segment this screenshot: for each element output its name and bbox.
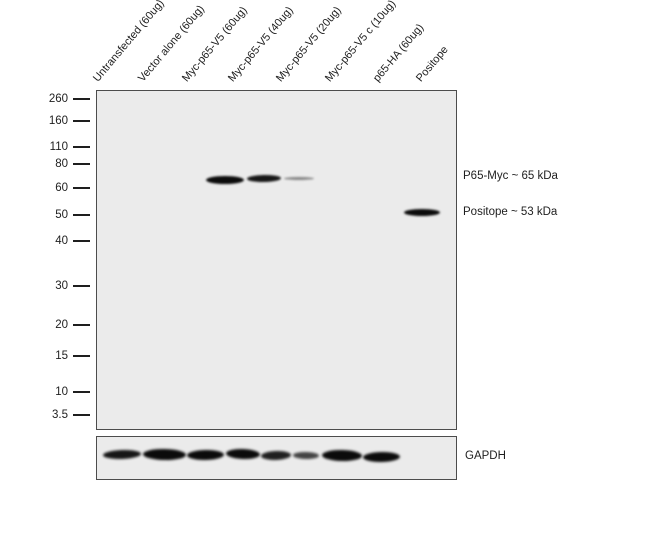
protein-band	[246, 174, 282, 183]
mw-marker-label-110: 110	[49, 141, 68, 153]
positope-band-annotation: Positope ~ 53 kDa	[463, 206, 558, 218]
mw-marker-tick-40	[73, 240, 90, 242]
mw-marker-label-60: 60	[55, 182, 68, 194]
mw-marker-tick-30	[73, 285, 90, 287]
mw-marker-tick-80	[73, 163, 90, 165]
mw-marker-tick-3.5	[73, 414, 90, 416]
gapdh-band	[260, 450, 292, 461]
mw-marker-label-10: 10	[55, 386, 68, 398]
mw-marker-label-50: 50	[55, 209, 68, 221]
lane-label-8: Positope	[414, 43, 451, 85]
gapdh-band	[292, 451, 320, 460]
gapdh-band	[186, 449, 225, 461]
lane-label-1: Untransfected (60ug)	[91, 0, 167, 85]
mw-marker-label-260: 260	[48, 93, 68, 105]
mw-marker-label-80: 80	[55, 158, 68, 170]
mw-marker-tick-15	[73, 355, 90, 357]
mw-marker-tick-60	[73, 187, 90, 189]
mw-marker-label-20: 20	[55, 319, 68, 331]
protein-band	[206, 176, 244, 184]
mw-marker-tick-10	[73, 391, 90, 393]
mw-marker-tick-110	[73, 146, 90, 148]
protein-band	[284, 177, 314, 180]
gapdh-band	[102, 449, 142, 460]
lane-label-4: Myc-p65-V5 (40ug)	[226, 4, 296, 85]
mw-marker-label-40: 40	[55, 235, 68, 247]
mw-marker-tick-50	[73, 214, 90, 216]
main-blot-panel	[96, 90, 457, 430]
gapdh-band	[142, 448, 187, 461]
mw-marker-label-160: 160	[48, 115, 68, 127]
lane-label-2: Vector alone (60ug)	[136, 3, 207, 85]
gapdh-band	[362, 451, 401, 463]
mw-marker-tick-20	[73, 324, 90, 326]
gapdh-band	[225, 448, 261, 460]
lane-label-6: Myc-p65-V5 c (10ug)	[323, 0, 399, 85]
mw-marker-tick-160	[73, 120, 90, 122]
mw-marker-label-15: 15	[55, 350, 68, 362]
lane-label-5: Myc-p65-V5 (20ug)	[274, 4, 344, 85]
p65-myc-band-annotation: P65-Myc ~ 65 kDa	[463, 170, 558, 182]
gapdh-band	[321, 449, 363, 462]
mw-marker-label-3.5: 3.5	[52, 409, 68, 421]
gapdh-loading-control-panel	[96, 436, 457, 480]
mw-marker-label-30: 30	[55, 280, 68, 292]
protein-band	[404, 209, 440, 216]
lane-label-7: p65-HA (60ug)	[371, 21, 427, 85]
lane-label-3: Myc-p65-V5 (60ug)	[180, 4, 250, 85]
mw-marker-tick-260	[73, 98, 90, 100]
gapdh-annotation: GAPDH	[465, 450, 506, 462]
